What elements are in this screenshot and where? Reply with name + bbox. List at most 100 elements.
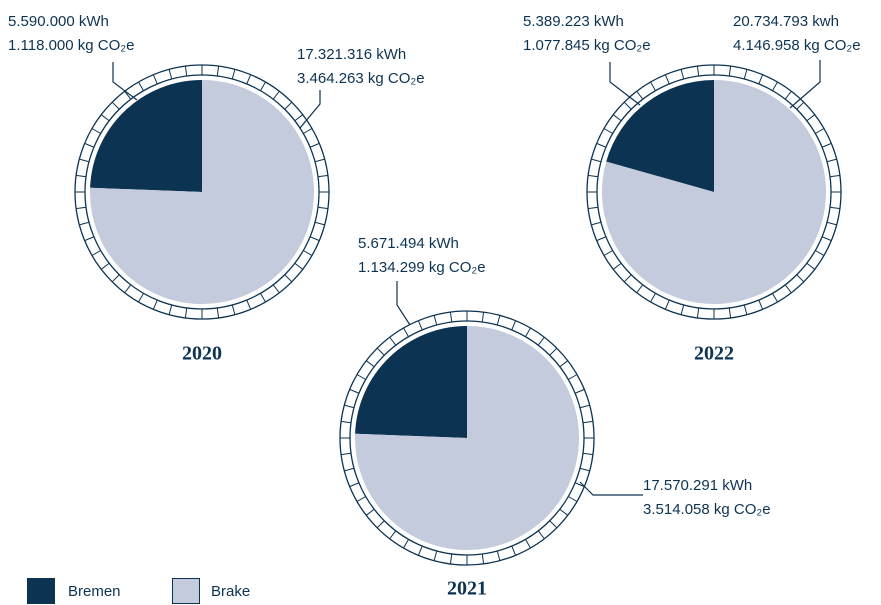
- ring-tick: [389, 530, 397, 540]
- ring-tick: [568, 374, 578, 380]
- ring-tick: [216, 66, 220, 77]
- ring-tick: [433, 315, 438, 326]
- co2-label: 3.464.263 kg CO₂e: [297, 70, 425, 87]
- ring-tick: [376, 520, 385, 529]
- ring-tick: [796, 101, 805, 110]
- ring-tick: [231, 69, 236, 80]
- ring-tick: [76, 206, 87, 210]
- ring-tick: [294, 114, 304, 122]
- leader-line: [396, 281, 411, 326]
- ring-tick: [612, 262, 622, 270]
- ring-tick: [84, 142, 95, 148]
- ring-tick: [403, 327, 409, 337]
- ring-tick: [784, 284, 792, 294]
- ring-tick: [309, 142, 320, 148]
- co2-label: 1.118.000 kg CO₂e: [8, 37, 134, 54]
- ring-tick: [511, 320, 517, 331]
- ring-tick: [216, 307, 220, 318]
- ring-tick: [603, 128, 613, 134]
- ring-tick: [650, 293, 656, 303]
- ring-tick: [549, 347, 558, 356]
- ring-tick: [284, 274, 293, 283]
- pie-slice: [90, 80, 202, 192]
- ring-tick: [246, 74, 252, 85]
- ring-tick: [728, 307, 732, 318]
- ring-tick: [91, 250, 101, 256]
- ring-tick: [591, 221, 602, 226]
- ring-tick: [815, 250, 825, 256]
- ring-tick: [294, 262, 304, 270]
- ring-tick: [680, 69, 685, 80]
- ring-tick: [417, 320, 423, 331]
- co2-label: 1.134.299 kg CO₂e: [358, 259, 486, 276]
- ring-tick: [314, 221, 325, 226]
- ring-tick: [588, 206, 599, 210]
- ring-tick: [344, 467, 355, 472]
- ring-tick: [365, 360, 375, 368]
- ring-tick: [168, 304, 173, 315]
- ring-tick: [100, 114, 110, 122]
- ring-tick: [696, 307, 700, 318]
- ring-tick: [481, 312, 485, 323]
- ring-tick: [815, 128, 825, 134]
- ring-tick: [79, 158, 90, 163]
- ring-tick: [743, 69, 748, 80]
- ring-tick: [124, 284, 132, 294]
- ring-tick: [603, 250, 613, 256]
- ring-tick: [612, 114, 622, 122]
- ring-tick: [303, 128, 313, 134]
- ring-tick: [664, 299, 670, 310]
- value-label: 17.321.316 kWh: [297, 46, 406, 63]
- ring-tick: [152, 299, 158, 310]
- ring-tick: [433, 550, 438, 561]
- leader-line: [579, 481, 643, 496]
- ring-tick: [537, 336, 545, 346]
- pie-title: 2021: [447, 578, 487, 600]
- co2-label: 4.146.958 kg CO₂e: [733, 37, 861, 54]
- ring-tick: [574, 388, 585, 394]
- ring-tick: [356, 496, 366, 502]
- ring-tick: [403, 539, 409, 549]
- ring-tick: [772, 293, 778, 303]
- pie-slice: [89, 80, 315, 304]
- ring-tick: [758, 74, 764, 85]
- ring-tick: [417, 545, 423, 556]
- ring-tick: [758, 299, 764, 310]
- ring-tick: [680, 304, 685, 315]
- ring-tick: [636, 90, 644, 100]
- ring-tick: [76, 174, 87, 178]
- ring-tick: [272, 284, 280, 294]
- pie-slice: [602, 80, 826, 304]
- ring-tick: [124, 90, 132, 100]
- ring-tick: [636, 284, 644, 294]
- ring-tick: [596, 236, 607, 242]
- ring-tick: [344, 404, 355, 409]
- leader-line: [299, 90, 321, 129]
- co2-label: 3.514.058 kg CO₂e: [643, 501, 771, 518]
- ring-tick: [246, 299, 252, 310]
- pie-slice: [606, 80, 714, 192]
- ring-tick: [806, 262, 816, 270]
- legend-label: Bremen: [68, 583, 121, 600]
- ring-tick: [826, 158, 837, 163]
- ring-tick: [100, 262, 110, 270]
- ring-tick: [138, 293, 144, 303]
- pie-slice: [355, 326, 467, 438]
- ring-tick: [650, 81, 656, 91]
- legend-label: Brake: [211, 583, 250, 600]
- ring-tick: [821, 142, 832, 148]
- ring-tick: [389, 336, 397, 346]
- ring-tick: [588, 174, 599, 178]
- legend-swatch: [27, 578, 55, 604]
- ring-tick: [559, 360, 569, 368]
- ring-tick: [449, 312, 453, 323]
- ring-tick: [826, 221, 837, 226]
- ring-tick: [317, 206, 328, 210]
- leader-line: [789, 60, 821, 109]
- ring-tick: [138, 81, 144, 91]
- ring-tick: [91, 128, 101, 134]
- ring-tick: [559, 508, 569, 516]
- ring-tick: [168, 69, 173, 80]
- ring-tick: [376, 347, 385, 356]
